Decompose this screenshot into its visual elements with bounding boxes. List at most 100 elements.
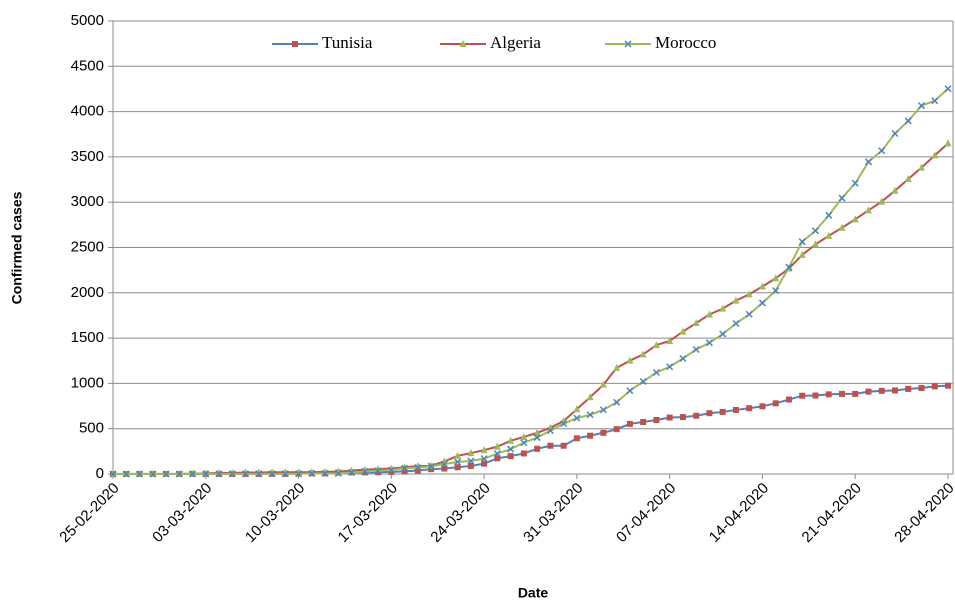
data-point bbox=[798, 238, 806, 246]
y-tick-label: 500 bbox=[79, 420, 104, 437]
data-point bbox=[428, 466, 435, 473]
data-point bbox=[626, 387, 634, 395]
data-point bbox=[878, 147, 886, 155]
y-tick-label: 3500 bbox=[71, 148, 104, 165]
data-point bbox=[811, 227, 819, 235]
data-point bbox=[825, 231, 833, 239]
data-point bbox=[454, 451, 462, 459]
data-point bbox=[560, 420, 568, 428]
data-point bbox=[587, 432, 594, 439]
data-point bbox=[851, 179, 859, 187]
x-tick-label: 17-03-2020 bbox=[335, 480, 401, 546]
data-point bbox=[281, 470, 289, 478]
data-point bbox=[321, 469, 329, 477]
data-point bbox=[666, 414, 673, 421]
series bbox=[109, 85, 952, 478]
y-tick-label: 1500 bbox=[71, 329, 104, 346]
data-point bbox=[374, 467, 382, 475]
data-point bbox=[838, 390, 845, 397]
data-point bbox=[666, 336, 674, 344]
data-point bbox=[864, 158, 873, 166]
data-point bbox=[494, 455, 501, 462]
data-point bbox=[520, 432, 528, 440]
y-tick-label: 3000 bbox=[71, 193, 104, 210]
legend-label: Tunisia bbox=[322, 33, 373, 52]
series bbox=[109, 139, 952, 477]
data-point bbox=[772, 287, 780, 295]
data-point bbox=[706, 410, 713, 417]
data-point bbox=[825, 391, 832, 398]
data-point bbox=[255, 470, 263, 478]
data-point bbox=[772, 400, 779, 407]
data-point bbox=[745, 310, 753, 318]
data-point bbox=[931, 97, 939, 105]
data-point bbox=[122, 470, 130, 478]
data-point bbox=[732, 406, 739, 413]
data-point bbox=[481, 460, 488, 467]
data-point bbox=[228, 470, 236, 478]
data-point bbox=[652, 341, 660, 349]
data-point bbox=[573, 435, 580, 442]
data-point bbox=[493, 450, 501, 458]
data-point bbox=[586, 393, 594, 401]
data-point bbox=[467, 449, 475, 457]
data-point bbox=[507, 445, 515, 453]
data-point bbox=[454, 464, 461, 471]
x-tick-label: 24-03-2020 bbox=[427, 480, 493, 546]
data-point bbox=[440, 460, 448, 468]
x-tick-label: 28-04-2020 bbox=[891, 480, 955, 546]
legend-label: Morocco bbox=[655, 33, 716, 52]
data-point bbox=[852, 390, 859, 397]
data-point bbox=[533, 434, 541, 442]
data-point bbox=[454, 458, 462, 466]
data-point bbox=[732, 319, 740, 328]
data-point bbox=[135, 470, 144, 478]
y-tick-label: 4500 bbox=[71, 57, 104, 74]
data-point bbox=[109, 470, 117, 478]
data-point bbox=[851, 215, 859, 223]
data-point bbox=[242, 470, 250, 478]
data-point bbox=[945, 382, 951, 389]
data-point bbox=[679, 327, 687, 335]
x-axis-title: Date bbox=[518, 585, 549, 601]
data-point bbox=[666, 363, 674, 371]
data-point bbox=[308, 470, 316, 478]
data-point bbox=[493, 442, 501, 450]
series bbox=[110, 382, 951, 477]
data-point bbox=[811, 240, 819, 248]
y-tick-label: 5000 bbox=[71, 12, 104, 29]
data-point bbox=[878, 387, 885, 394]
x-tick-label: 14-04-2020 bbox=[706, 480, 772, 546]
data-point bbox=[705, 339, 713, 347]
data-point bbox=[799, 392, 806, 399]
x-tick-label: 07-04-2020 bbox=[613, 480, 679, 546]
data-point bbox=[613, 363, 621, 371]
data-point bbox=[202, 470, 210, 478]
x-tick-label: 21-04-2020 bbox=[799, 480, 865, 546]
data-point bbox=[772, 274, 780, 282]
data-point bbox=[599, 380, 607, 388]
y-tick-label: 2500 bbox=[71, 238, 104, 255]
x-tick-label: 10-03-2020 bbox=[242, 480, 308, 546]
data-point bbox=[693, 412, 700, 419]
data-point bbox=[931, 383, 938, 390]
series-line bbox=[113, 142, 949, 475]
data-point bbox=[162, 470, 170, 478]
data-point bbox=[838, 194, 846, 202]
data-point bbox=[467, 457, 475, 465]
data-point bbox=[652, 368, 660, 377]
data-point bbox=[891, 186, 899, 194]
data-point bbox=[467, 462, 474, 469]
data-point bbox=[692, 345, 700, 354]
data-point bbox=[459, 40, 467, 47]
data-point bbox=[401, 468, 408, 475]
data-point bbox=[292, 41, 298, 47]
legend-label: Algeria bbox=[490, 33, 541, 52]
data-point bbox=[692, 319, 700, 327]
data-point bbox=[414, 464, 422, 472]
data-point bbox=[640, 418, 647, 425]
data-point bbox=[520, 450, 527, 457]
data-point bbox=[679, 414, 686, 421]
data-point bbox=[705, 310, 713, 318]
y-axis-title: Confirmed cases bbox=[9, 191, 25, 304]
